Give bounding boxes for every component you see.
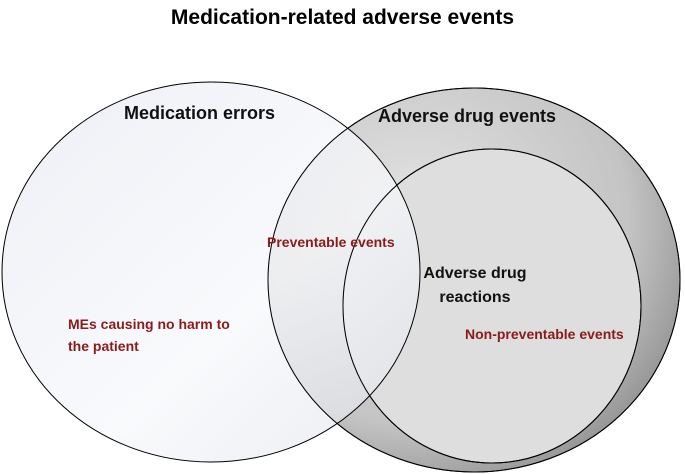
label-preventable-events: Preventable events — [267, 234, 395, 250]
adverse-drug-reactions-outline — [342, 148, 642, 464]
label-adverse-drug-events: Adverse drug events — [378, 106, 557, 126]
diagram-title: Medication-related adverse events — [170, 6, 515, 29]
label-no-harm: MEs causing no harm to the patient — [68, 316, 230, 354]
adverse-drug-events-outline — [267, 87, 681, 473]
label-medication-errors: Medication errors — [124, 103, 276, 123]
label-adverse-drug-reactions: Adverse drug reactions — [423, 265, 527, 306]
label-non-preventable-events: Non-preventable events — [465, 326, 624, 342]
medication-errors-circle — [1, 81, 421, 463]
